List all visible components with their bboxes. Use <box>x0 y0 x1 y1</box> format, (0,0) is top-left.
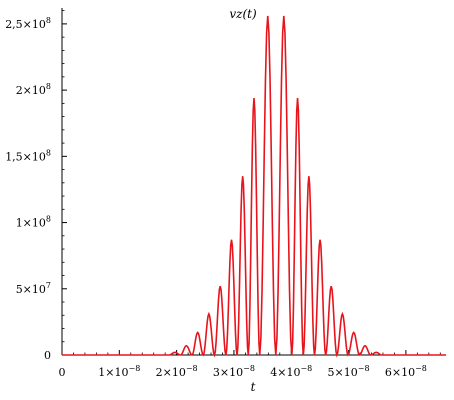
x-axis-label: t <box>251 380 256 394</box>
x-tick-label: 3×10−8 <box>213 364 255 379</box>
y-tick-label: 1×108 <box>16 215 51 230</box>
x-tick-label: 4×10−8 <box>270 364 312 379</box>
y-tick-label: 2,5×108 <box>5 16 51 31</box>
x-tick-label: 6×10−8 <box>385 364 427 379</box>
y-tick-label: 1,5×108 <box>5 148 51 163</box>
series-line <box>62 15 446 358</box>
x-tick-label: 5×10−8 <box>328 364 370 379</box>
x-tick-label: 2×10−8 <box>156 364 198 379</box>
y-tick-label: 0 <box>44 349 51 362</box>
x-tick-label: 1×10−8 <box>98 364 140 379</box>
axes <box>61 8 446 356</box>
y-tick-label: 5×107 <box>16 281 51 296</box>
y-tick-label: 2×108 <box>16 82 51 97</box>
x-tick-label: 0 <box>59 366 66 379</box>
chart-title: vz(t) <box>229 7 257 21</box>
